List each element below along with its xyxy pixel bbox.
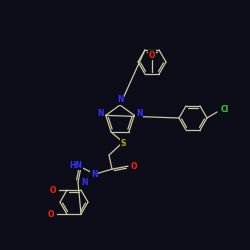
Text: N: N <box>136 109 142 118</box>
Text: N: N <box>91 170 97 179</box>
Text: O: O <box>50 186 56 194</box>
Text: O: O <box>131 162 137 171</box>
Text: Cl: Cl <box>221 104 229 114</box>
Text: S: S <box>120 139 126 148</box>
Text: N: N <box>81 178 87 187</box>
Text: O: O <box>48 210 54 219</box>
Text: O: O <box>149 50 155 59</box>
Text: N: N <box>98 109 104 118</box>
Text: HN: HN <box>70 161 82 170</box>
Text: N: N <box>117 96 123 104</box>
